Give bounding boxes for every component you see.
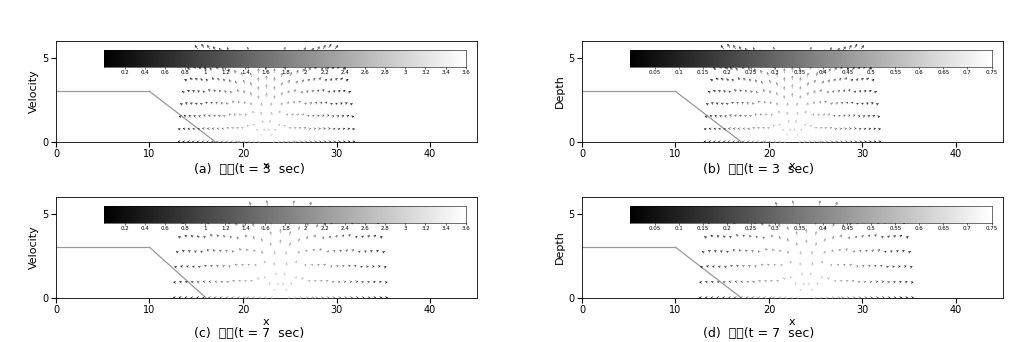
X-axis label: x: x [789,317,796,327]
Text: (a)  유속(t = 3  sec): (a) 유속(t = 3 sec) [194,163,304,176]
Text: (d)  수심(t = 7  sec): (d) 수심(t = 7 sec) [702,327,814,340]
X-axis label: x: x [263,317,270,327]
X-axis label: x: x [789,161,796,171]
Y-axis label: Depth: Depth [555,230,565,264]
Text: (b)  수심(t = 3  sec): (b) 수심(t = 3 sec) [702,163,814,176]
Y-axis label: Velocity: Velocity [30,225,40,269]
Text: (c)  유속(t = 7  sec): (c) 유속(t = 7 sec) [194,327,304,340]
Y-axis label: Velocity: Velocity [30,69,40,113]
X-axis label: x: x [263,161,270,171]
Y-axis label: Depth: Depth [555,75,565,108]
